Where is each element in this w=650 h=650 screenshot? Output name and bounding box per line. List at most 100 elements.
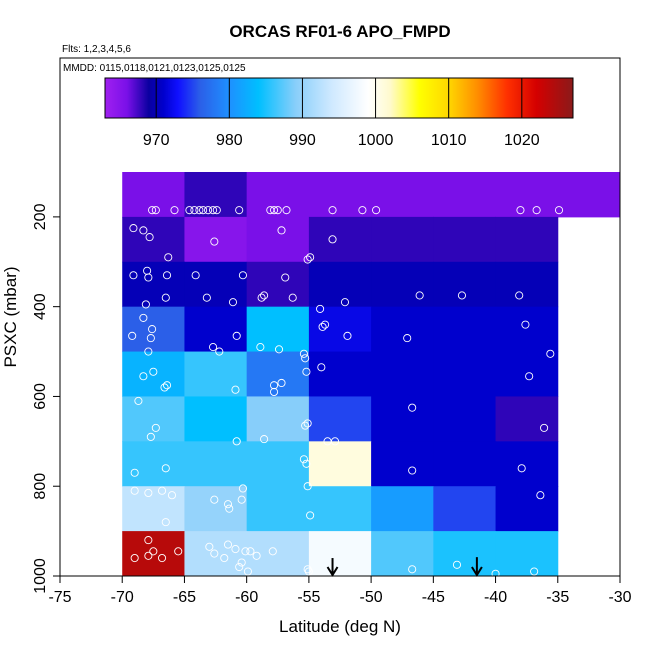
sample-point bbox=[269, 387, 279, 397]
sample-point bbox=[299, 455, 308, 464]
heatmap-cell bbox=[122, 531, 185, 577]
sample-point bbox=[146, 334, 155, 343]
sample-point bbox=[139, 313, 148, 322]
sample-point bbox=[157, 553, 167, 563]
sample-point bbox=[301, 421, 310, 430]
x-tick-label: -50 bbox=[360, 589, 383, 606]
x-tick-label: -45 bbox=[422, 589, 445, 606]
sample-point bbox=[139, 226, 148, 235]
heatmap-cell bbox=[308, 351, 372, 397]
heatmap-cell bbox=[246, 261, 310, 308]
sample-point bbox=[130, 468, 139, 477]
sample-point bbox=[237, 558, 246, 567]
heatmap-cell bbox=[433, 396, 497, 442]
sample-point bbox=[144, 273, 153, 282]
sample-point bbox=[210, 495, 219, 504]
sample-point bbox=[540, 423, 549, 432]
sample-point bbox=[452, 560, 462, 569]
sample-point bbox=[170, 206, 179, 215]
sample-point bbox=[559, 291, 569, 300]
sample-point bbox=[164, 253, 173, 262]
colorbar-tick-label: 970 bbox=[143, 132, 170, 149]
sample-point bbox=[157, 486, 167, 495]
sample-point bbox=[144, 347, 153, 356]
sample-point bbox=[415, 291, 424, 300]
x-tick-label: -70 bbox=[111, 589, 134, 606]
sample-point bbox=[268, 547, 277, 556]
arrow-head bbox=[326, 566, 339, 577]
sample-point bbox=[151, 206, 160, 215]
heatmap-cell bbox=[184, 531, 248, 577]
sample-point bbox=[299, 349, 308, 358]
sample-point bbox=[241, 547, 250, 556]
sample-point bbox=[237, 495, 246, 504]
heatmap-cell bbox=[184, 396, 248, 442]
heatmap-cell bbox=[371, 531, 434, 577]
sample-point bbox=[210, 549, 219, 558]
sample-point bbox=[330, 437, 340, 446]
x-tick-label: -30 bbox=[608, 589, 631, 606]
sample-point bbox=[256, 343, 265, 352]
sample-point bbox=[161, 518, 170, 527]
heatmap-cell bbox=[246, 216, 310, 263]
sample-point bbox=[210, 237, 219, 246]
sample-point bbox=[129, 271, 138, 280]
sample-point bbox=[340, 298, 350, 307]
sample-point bbox=[257, 293, 266, 302]
sample-point bbox=[130, 486, 139, 495]
heatmap-cell bbox=[371, 306, 434, 353]
sample-point bbox=[231, 385, 240, 394]
sample-point bbox=[260, 435, 269, 444]
heatmap-cell bbox=[433, 351, 497, 397]
sample-point bbox=[238, 484, 247, 493]
sample-point bbox=[536, 491, 545, 500]
sample-point bbox=[144, 536, 153, 545]
heatmap-cell bbox=[371, 396, 434, 442]
sample-point bbox=[167, 491, 177, 500]
sample-point bbox=[532, 206, 541, 215]
heatmap-cell bbox=[495, 172, 559, 218]
sample-point bbox=[269, 206, 279, 215]
sample-point bbox=[151, 423, 160, 432]
sample-point bbox=[232, 331, 241, 340]
sample-point bbox=[223, 540, 233, 549]
sample-point bbox=[408, 403, 417, 412]
heatmap-cell bbox=[122, 261, 185, 308]
heatmap-cell bbox=[495, 216, 559, 263]
sample-point bbox=[372, 206, 381, 215]
heatmap-cell bbox=[184, 261, 248, 308]
sample-point bbox=[162, 381, 172, 390]
heatmap-cell bbox=[371, 441, 434, 487]
sample-point bbox=[174, 547, 183, 556]
heatmap-cell bbox=[122, 351, 185, 397]
sample-point bbox=[546, 349, 555, 358]
heatmap-cell bbox=[184, 351, 248, 397]
colorbar-tick-label: 980 bbox=[216, 132, 243, 149]
y-axis-label: PSXC (mbar) bbox=[1, 266, 20, 367]
y-tick-label: 400 bbox=[32, 293, 49, 320]
y-tick-label: 200 bbox=[32, 203, 49, 230]
heatmap-cell bbox=[495, 486, 559, 532]
sample-point bbox=[301, 354, 310, 363]
heatmap-cell bbox=[184, 172, 248, 218]
sample-point bbox=[525, 372, 534, 381]
sample-point bbox=[260, 291, 269, 300]
sample-point bbox=[228, 298, 238, 307]
sample-point bbox=[235, 206, 244, 215]
sample-point bbox=[149, 367, 158, 376]
sample-point bbox=[303, 419, 312, 428]
x-tick-label: -65 bbox=[173, 589, 196, 606]
sample-point bbox=[317, 363, 326, 372]
sample-point bbox=[130, 553, 139, 563]
heatmap-cell bbox=[308, 396, 372, 442]
sample-point bbox=[209, 206, 218, 215]
sample-point bbox=[199, 206, 208, 215]
sample-point bbox=[321, 320, 330, 329]
heatmap-cell bbox=[495, 261, 559, 308]
x-axis: -75 -70 -65 -60 -55 -50 -45 -40 -35 -30 bbox=[48, 575, 632, 606]
chart-flights-label: Flts: 1,2,3,4,5,6 bbox=[62, 44, 131, 55]
heatmap-cell bbox=[184, 441, 248, 487]
heatmap-cell bbox=[495, 396, 559, 442]
heatmap-cell bbox=[246, 531, 310, 577]
sample-point bbox=[191, 271, 200, 280]
